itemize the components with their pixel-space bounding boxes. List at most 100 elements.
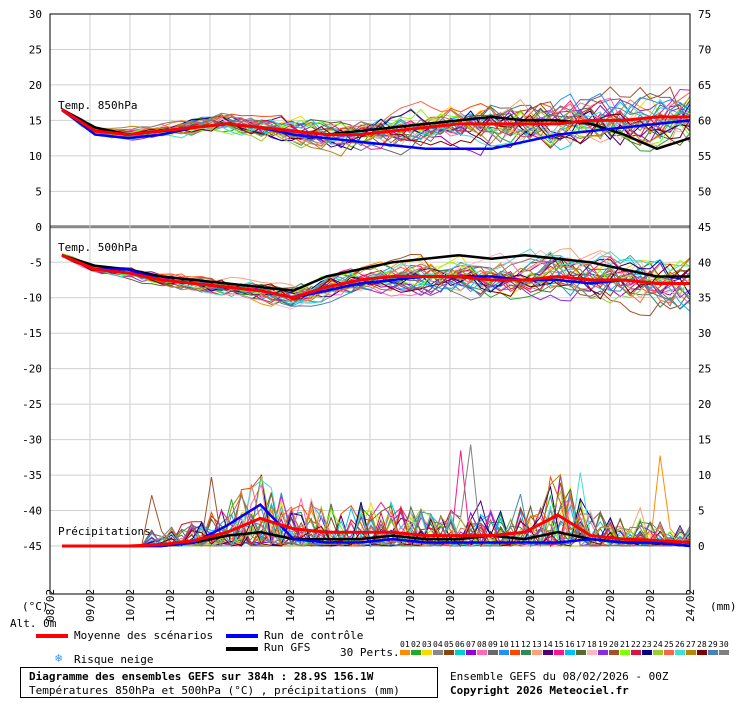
pert-legend-swatch	[499, 650, 509, 655]
pert-legend-swatch	[675, 650, 685, 655]
left-tick-label: 5	[35, 185, 42, 198]
footer-title: Diagramme des ensembles GEFS sur 384h : …	[29, 670, 374, 683]
right-tick-label: 75	[698, 8, 711, 21]
control-swatch	[226, 634, 258, 638]
pert-legend-swatch	[631, 650, 641, 655]
pert-line-t850	[61, 108, 691, 151]
pert-legend-label: 22	[631, 640, 641, 649]
pert-legend-swatch	[521, 650, 531, 655]
left-tick-label: -35	[22, 469, 42, 482]
pert-legend-swatch	[422, 650, 432, 655]
left-tick-label: -40	[22, 505, 42, 518]
pert-legend-label: 15	[554, 640, 564, 649]
plot-frame	[49, 13, 691, 595]
right-tick-label: 10	[698, 469, 711, 482]
pert-legend-label: 23	[642, 640, 652, 649]
pert-legend-swatch	[510, 650, 520, 655]
date-tick-label: 24/02	[684, 589, 697, 622]
pert-legend-label: 25	[664, 640, 674, 649]
pert-legend-label: 06	[455, 640, 465, 649]
pert-legend-swatch	[587, 650, 597, 655]
pert-legend-swatch	[642, 650, 652, 655]
pert-legend-swatch	[565, 650, 575, 655]
pert-legend-swatch	[400, 650, 410, 655]
pert-legend-swatch	[488, 650, 498, 655]
right-tick-label: 0	[698, 540, 705, 553]
pert-legend-label: 20	[609, 640, 619, 649]
left-tick-label: 15	[29, 114, 42, 127]
pert-legend-label: 29	[708, 640, 718, 649]
pert-legend-label: 28	[697, 640, 707, 649]
pert-line-t500	[61, 255, 691, 297]
right-tick-label: 45	[698, 221, 711, 234]
panel-label-precip: Précipitations	[58, 525, 151, 538]
date-tick-label: 10/02	[124, 589, 137, 622]
right-tick-label: 50	[698, 185, 711, 198]
panel-label-t850: Temp. 850hPa	[58, 99, 137, 112]
right-tick-label: 55	[698, 150, 711, 163]
right-tick-label: 35	[698, 292, 711, 305]
date-tick-label: 19/02	[484, 589, 497, 622]
pert-legend-label: 11	[510, 640, 520, 649]
right-tick-label: 30	[698, 327, 711, 340]
right-tick-label: 40	[698, 256, 711, 269]
copyright: Copyright 2026 Meteociel.fr	[450, 684, 629, 697]
panel-label-t500: Temp. 500hPa	[58, 241, 137, 254]
pert-legend-label: 13	[532, 640, 542, 649]
pert-legend-label: 05	[444, 640, 454, 649]
right-unit-label: (mm)	[710, 600, 737, 613]
pert-legend-label: 03	[422, 640, 432, 649]
footer-box: Diagramme des ensembles GEFS sur 384h : …	[20, 667, 438, 698]
pert-line-t850	[61, 98, 691, 147]
altitude-label: Alt. 0m	[10, 617, 57, 630]
pert-legend-swatch	[653, 650, 663, 655]
gfs-swatch	[226, 647, 258, 651]
series-line-precip	[62, 513, 691, 548]
pert-legend-label: 07	[466, 640, 476, 649]
date-tick-label: 08/02	[44, 589, 57, 622]
right-tick-label: 65	[698, 79, 711, 92]
pert-legend-label: 18	[587, 640, 597, 649]
left-tick-label: -5	[29, 256, 42, 269]
ensemble-info: Ensemble GEFS du 08/02/2026 - 00Z	[450, 670, 669, 683]
pert-legend-label: 19	[598, 640, 608, 649]
left-tick-label: -15	[22, 327, 42, 340]
pert-legend-swatch	[664, 650, 674, 655]
right-tick-label: 15	[698, 434, 711, 447]
pert-legend-swatch	[433, 650, 443, 655]
pert-legend-swatch	[543, 650, 553, 655]
pert-legend-swatch	[554, 650, 564, 655]
footer-subtitle: Températures 850hPa et 500hPa (°C) , pré…	[29, 684, 400, 697]
right-tick-label: 5	[698, 505, 705, 518]
series-line-t500	[61, 253, 690, 300]
left-tick-label: -25	[22, 398, 42, 411]
right-tick-label: 70	[698, 43, 711, 56]
left-tick-label: -20	[22, 363, 42, 376]
snowflake-icon: ❄	[55, 651, 63, 665]
date-tick-label: 22/02	[604, 589, 617, 622]
pert-legend-label: 09	[488, 640, 498, 649]
pert-legend-label: 08	[477, 640, 487, 649]
legend-snow: Risque neige	[74, 653, 154, 666]
right-tick-label: 60	[698, 114, 711, 127]
pert-legend-label: 27	[686, 640, 696, 649]
pert-legend-swatch	[697, 650, 707, 655]
date-tick-label: 15/02	[324, 589, 337, 622]
date-tick-label: 14/02	[284, 589, 297, 622]
pert-legend-swatch	[719, 650, 729, 655]
left-tick-label: -45	[22, 540, 42, 553]
pert-legend-label: 12	[521, 640, 531, 649]
mean-swatch	[36, 634, 68, 638]
pert-legend-label: 10	[499, 640, 509, 649]
pert-legend-label: 01	[400, 640, 410, 649]
date-tick-label: 17/02	[404, 589, 417, 622]
pert-legend-swatch	[466, 650, 476, 655]
left-tick-label: 25	[29, 43, 42, 56]
pert-legend-swatch	[532, 650, 542, 655]
date-tick-label: 09/02	[84, 589, 97, 622]
pert-legend-swatch	[444, 650, 454, 655]
legend-gfs: Run GFS	[264, 641, 311, 654]
series-line-t500	[61, 253, 690, 292]
right-tick-label: 20	[698, 398, 711, 411]
